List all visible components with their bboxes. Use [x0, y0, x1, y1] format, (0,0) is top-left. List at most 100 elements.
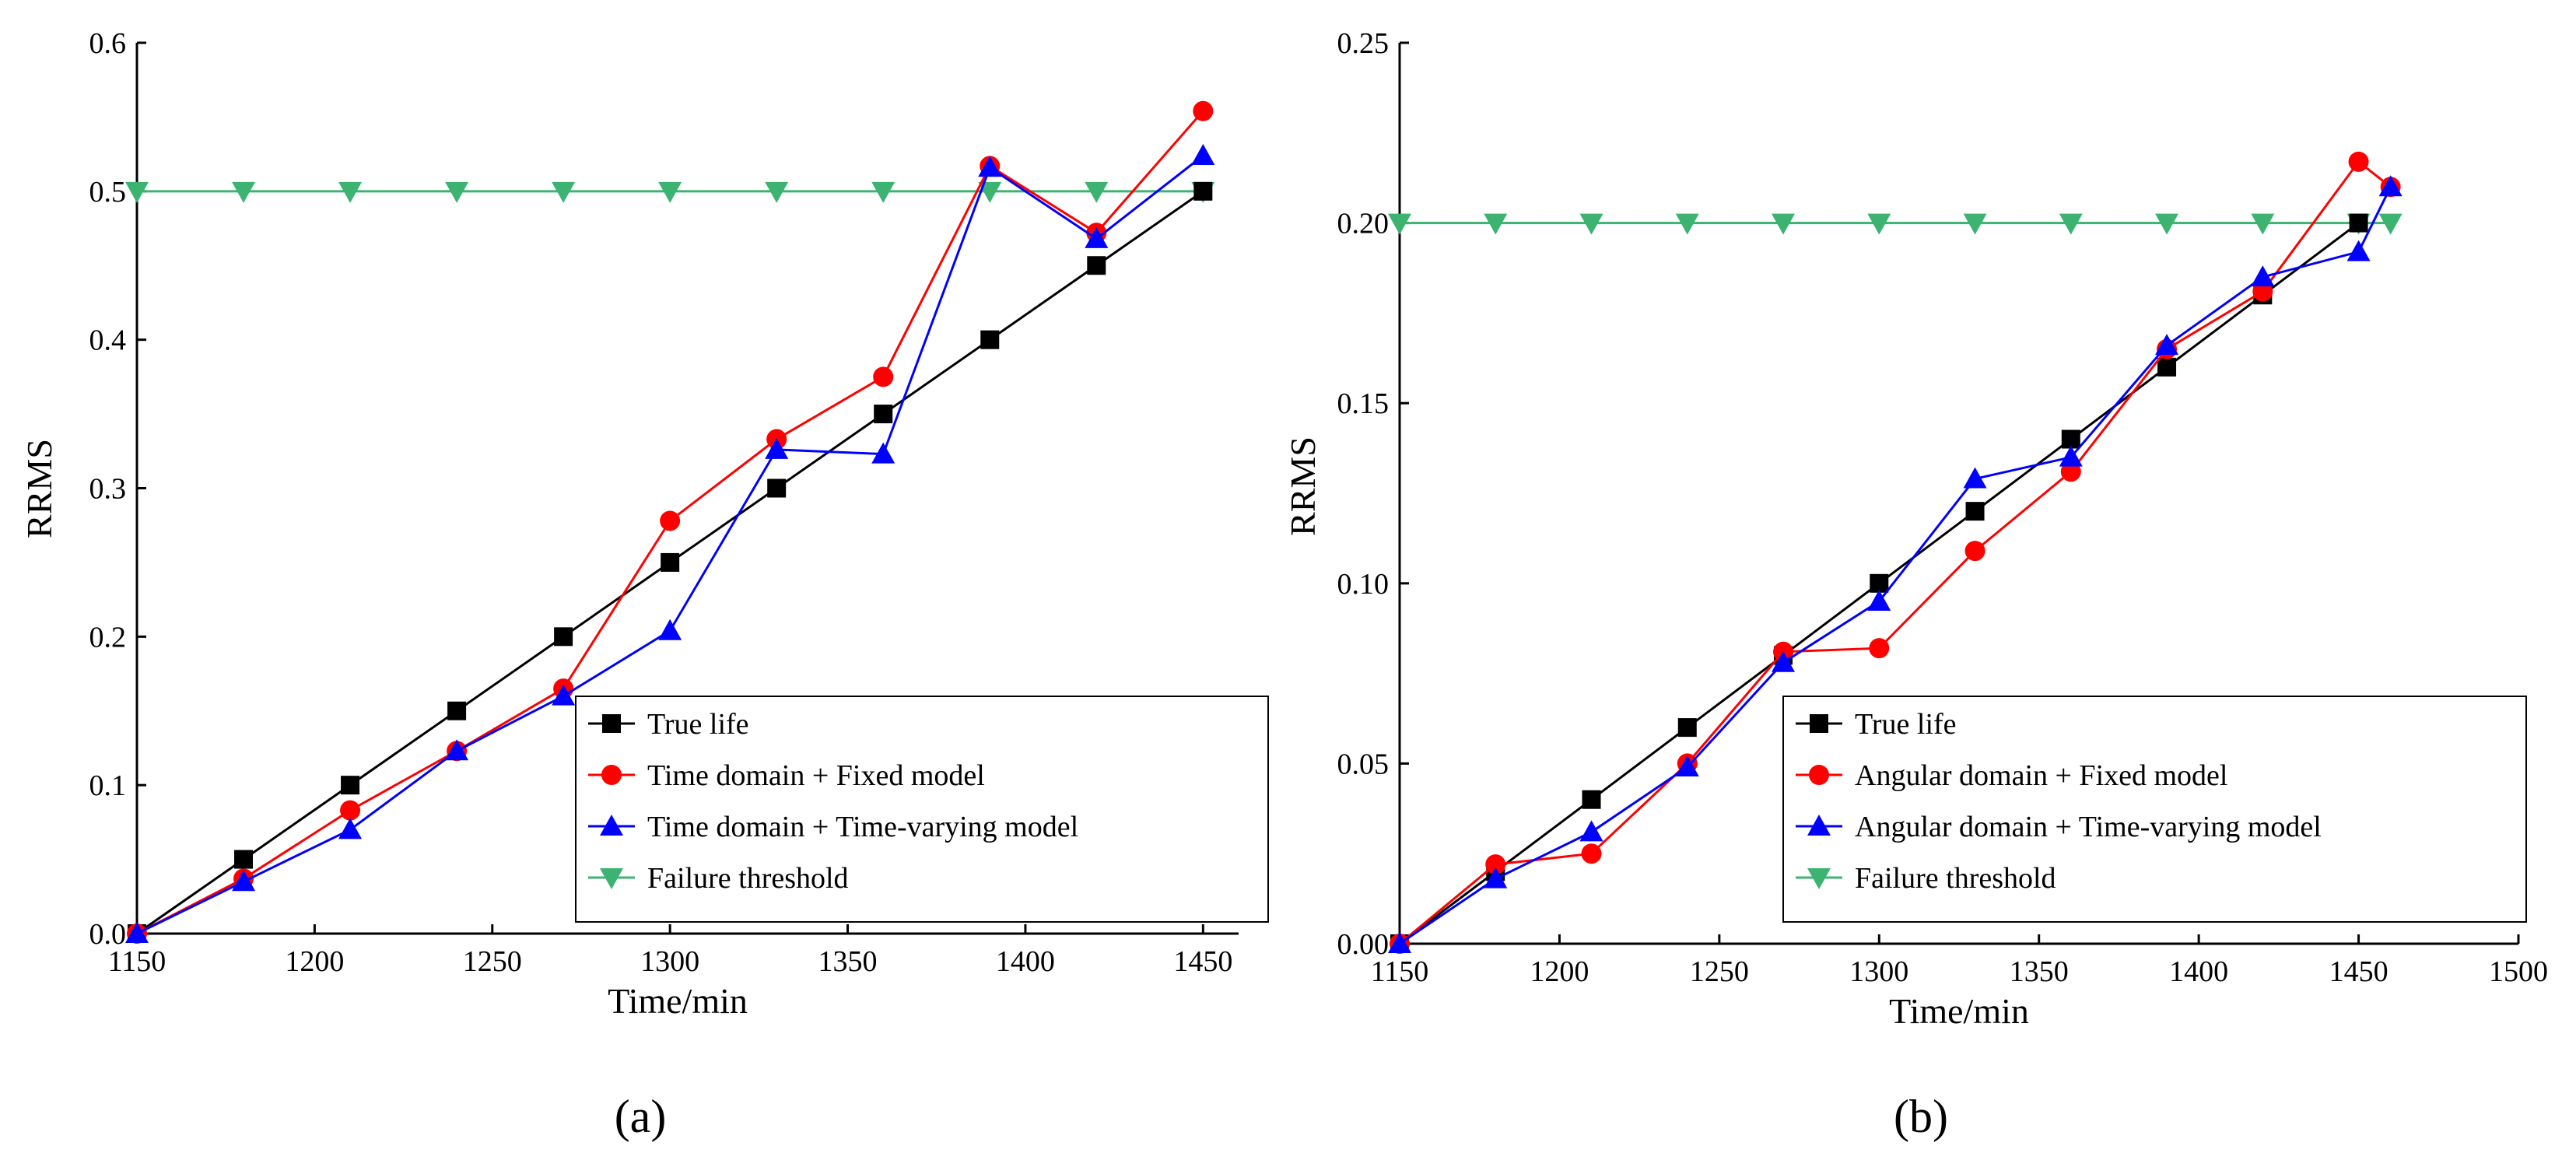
x-tick-label: 1250 — [1690, 955, 1749, 988]
data-point — [1388, 213, 1411, 235]
x-tick-label: 1450 — [2329, 955, 2388, 988]
chart-a: 0.0 0.1 0.2 0.3 0.4 0.5 0.6 1150 1200 1250 1300 135… — [19, 27, 1269, 1142]
x-tick-label: 1150 — [1371, 955, 1429, 988]
y-axis-label: RRMS — [19, 439, 59, 538]
series-time-domain-time-varying-model — [125, 144, 1215, 943]
panel-label: (a) — [615, 1091, 667, 1142]
series-line — [1399, 186, 2392, 945]
data-point — [2059, 445, 2083, 467]
y-tick-label: 0.00 — [1337, 928, 1390, 961]
legend: True life Angular domain + Fixed model Ang… — [1782, 696, 2527, 923]
legend-entry: True life — [1796, 708, 1957, 741]
y-tick-label: 0.0 — [89, 918, 127, 951]
x-tick-label: 1300 — [640, 945, 699, 978]
legend-entry: Failure threshold — [1796, 862, 2056, 895]
legend-entry: Time domain + Fixed model — [588, 759, 985, 792]
data-point — [765, 181, 789, 203]
chart-b: 0.00 0.05 0.10 0.15 0.20 0.25 1150 1200 1250 1300… — [1283, 27, 2548, 1142]
y-tick-label: 0.2 — [89, 621, 127, 654]
legend-label: True life — [1855, 708, 1957, 741]
data-point — [232, 870, 256, 892]
data-point — [338, 818, 363, 839]
data-point — [2252, 281, 2273, 302]
data-point — [2251, 265, 2275, 287]
x-tick-label: 1500 — [2489, 955, 2548, 988]
series-angular-domain-time-varying-model — [1388, 175, 2403, 953]
data-point — [1963, 467, 1987, 489]
series-line — [1399, 159, 2392, 945]
data-point — [338, 181, 363, 203]
data-point — [1191, 144, 1215, 166]
legend-marker — [600, 868, 623, 889]
legend-marker — [1810, 714, 1828, 733]
data-point — [2378, 175, 2403, 197]
legend-label: Failure threshold — [1855, 862, 2056, 895]
data-point — [1772, 213, 1796, 235]
data-point — [1870, 573, 1889, 593]
data-point — [1869, 638, 1890, 659]
legend-label: Angular domain + Fixed model — [1855, 759, 2227, 792]
data-point — [1087, 256, 1106, 275]
legend-marker — [602, 714, 621, 733]
series-failure-threshold — [125, 181, 1215, 203]
data-point — [2155, 213, 2179, 235]
y-tick-label: 0.05 — [1337, 748, 1390, 780]
legend-box — [1782, 696, 2527, 923]
data-point — [1867, 589, 1891, 611]
data-point — [552, 181, 576, 203]
x-tick-label: 1400 — [996, 945, 1055, 978]
y-tick-label: 0.25 — [1337, 27, 1390, 60]
legend: True life Time domain + Fixed model Time d… — [575, 696, 1269, 923]
x-tick-label: 1150 — [108, 945, 166, 978]
legend-box — [575, 696, 1269, 923]
data-point — [1579, 213, 1603, 235]
x-axis-label: Time/min — [1889, 991, 2029, 1031]
y-tick-label: 0.6 — [89, 27, 127, 60]
data-point — [1484, 213, 1508, 235]
data-point — [341, 776, 360, 795]
data-point — [1963, 213, 1987, 235]
data-point — [552, 684, 576, 706]
data-point — [1867, 213, 1891, 235]
series-failure-threshold — [1388, 213, 2403, 235]
data-point — [125, 181, 149, 203]
x-tick-label: 1450 — [1173, 945, 1232, 978]
legend-label: Time domain + Time-varying model — [647, 811, 1078, 843]
data-point — [2349, 213, 2368, 233]
y-tick-label: 0.10 — [1337, 568, 1390, 601]
data-point — [1484, 867, 1508, 888]
x-tick-label: 1200 — [1530, 955, 1589, 988]
data-point — [978, 181, 1002, 203]
data-point — [2059, 213, 2083, 235]
legend-entry: Angular domain + Time-varying model — [1796, 811, 2322, 843]
data-point — [1085, 181, 1109, 203]
legend-marker — [1807, 868, 1831, 889]
data-point — [978, 156, 1002, 177]
data-point — [1388, 932, 1411, 953]
data-point — [1582, 790, 1601, 809]
data-point — [1675, 755, 1699, 777]
y-tick-label: 0.4 — [89, 324, 127, 357]
data-point — [554, 627, 573, 647]
data-point — [232, 181, 256, 203]
data-point — [340, 800, 361, 821]
x-tick-label: 1400 — [2169, 955, 2228, 988]
x-tick-label: 1300 — [1849, 955, 1908, 988]
data-point — [445, 181, 469, 203]
y-axis-label: RRMS — [1283, 436, 1323, 536]
data-point — [1193, 181, 1213, 201]
data-point — [661, 552, 680, 572]
data-point — [2251, 213, 2275, 235]
data-point — [873, 366, 894, 387]
data-point — [2378, 213, 2403, 235]
y-tick-label: 0.20 — [1337, 208, 1390, 240]
legend-entry: Time domain + Time-varying model — [588, 811, 1078, 843]
data-point — [445, 739, 469, 761]
data-point — [1965, 502, 1985, 521]
data-point — [1581, 843, 1602, 864]
data-point — [1772, 650, 1796, 672]
data-point — [1964, 541, 1985, 562]
legend-entry: True life — [588, 708, 749, 741]
data-point — [1675, 213, 1699, 235]
data-point — [660, 510, 681, 531]
